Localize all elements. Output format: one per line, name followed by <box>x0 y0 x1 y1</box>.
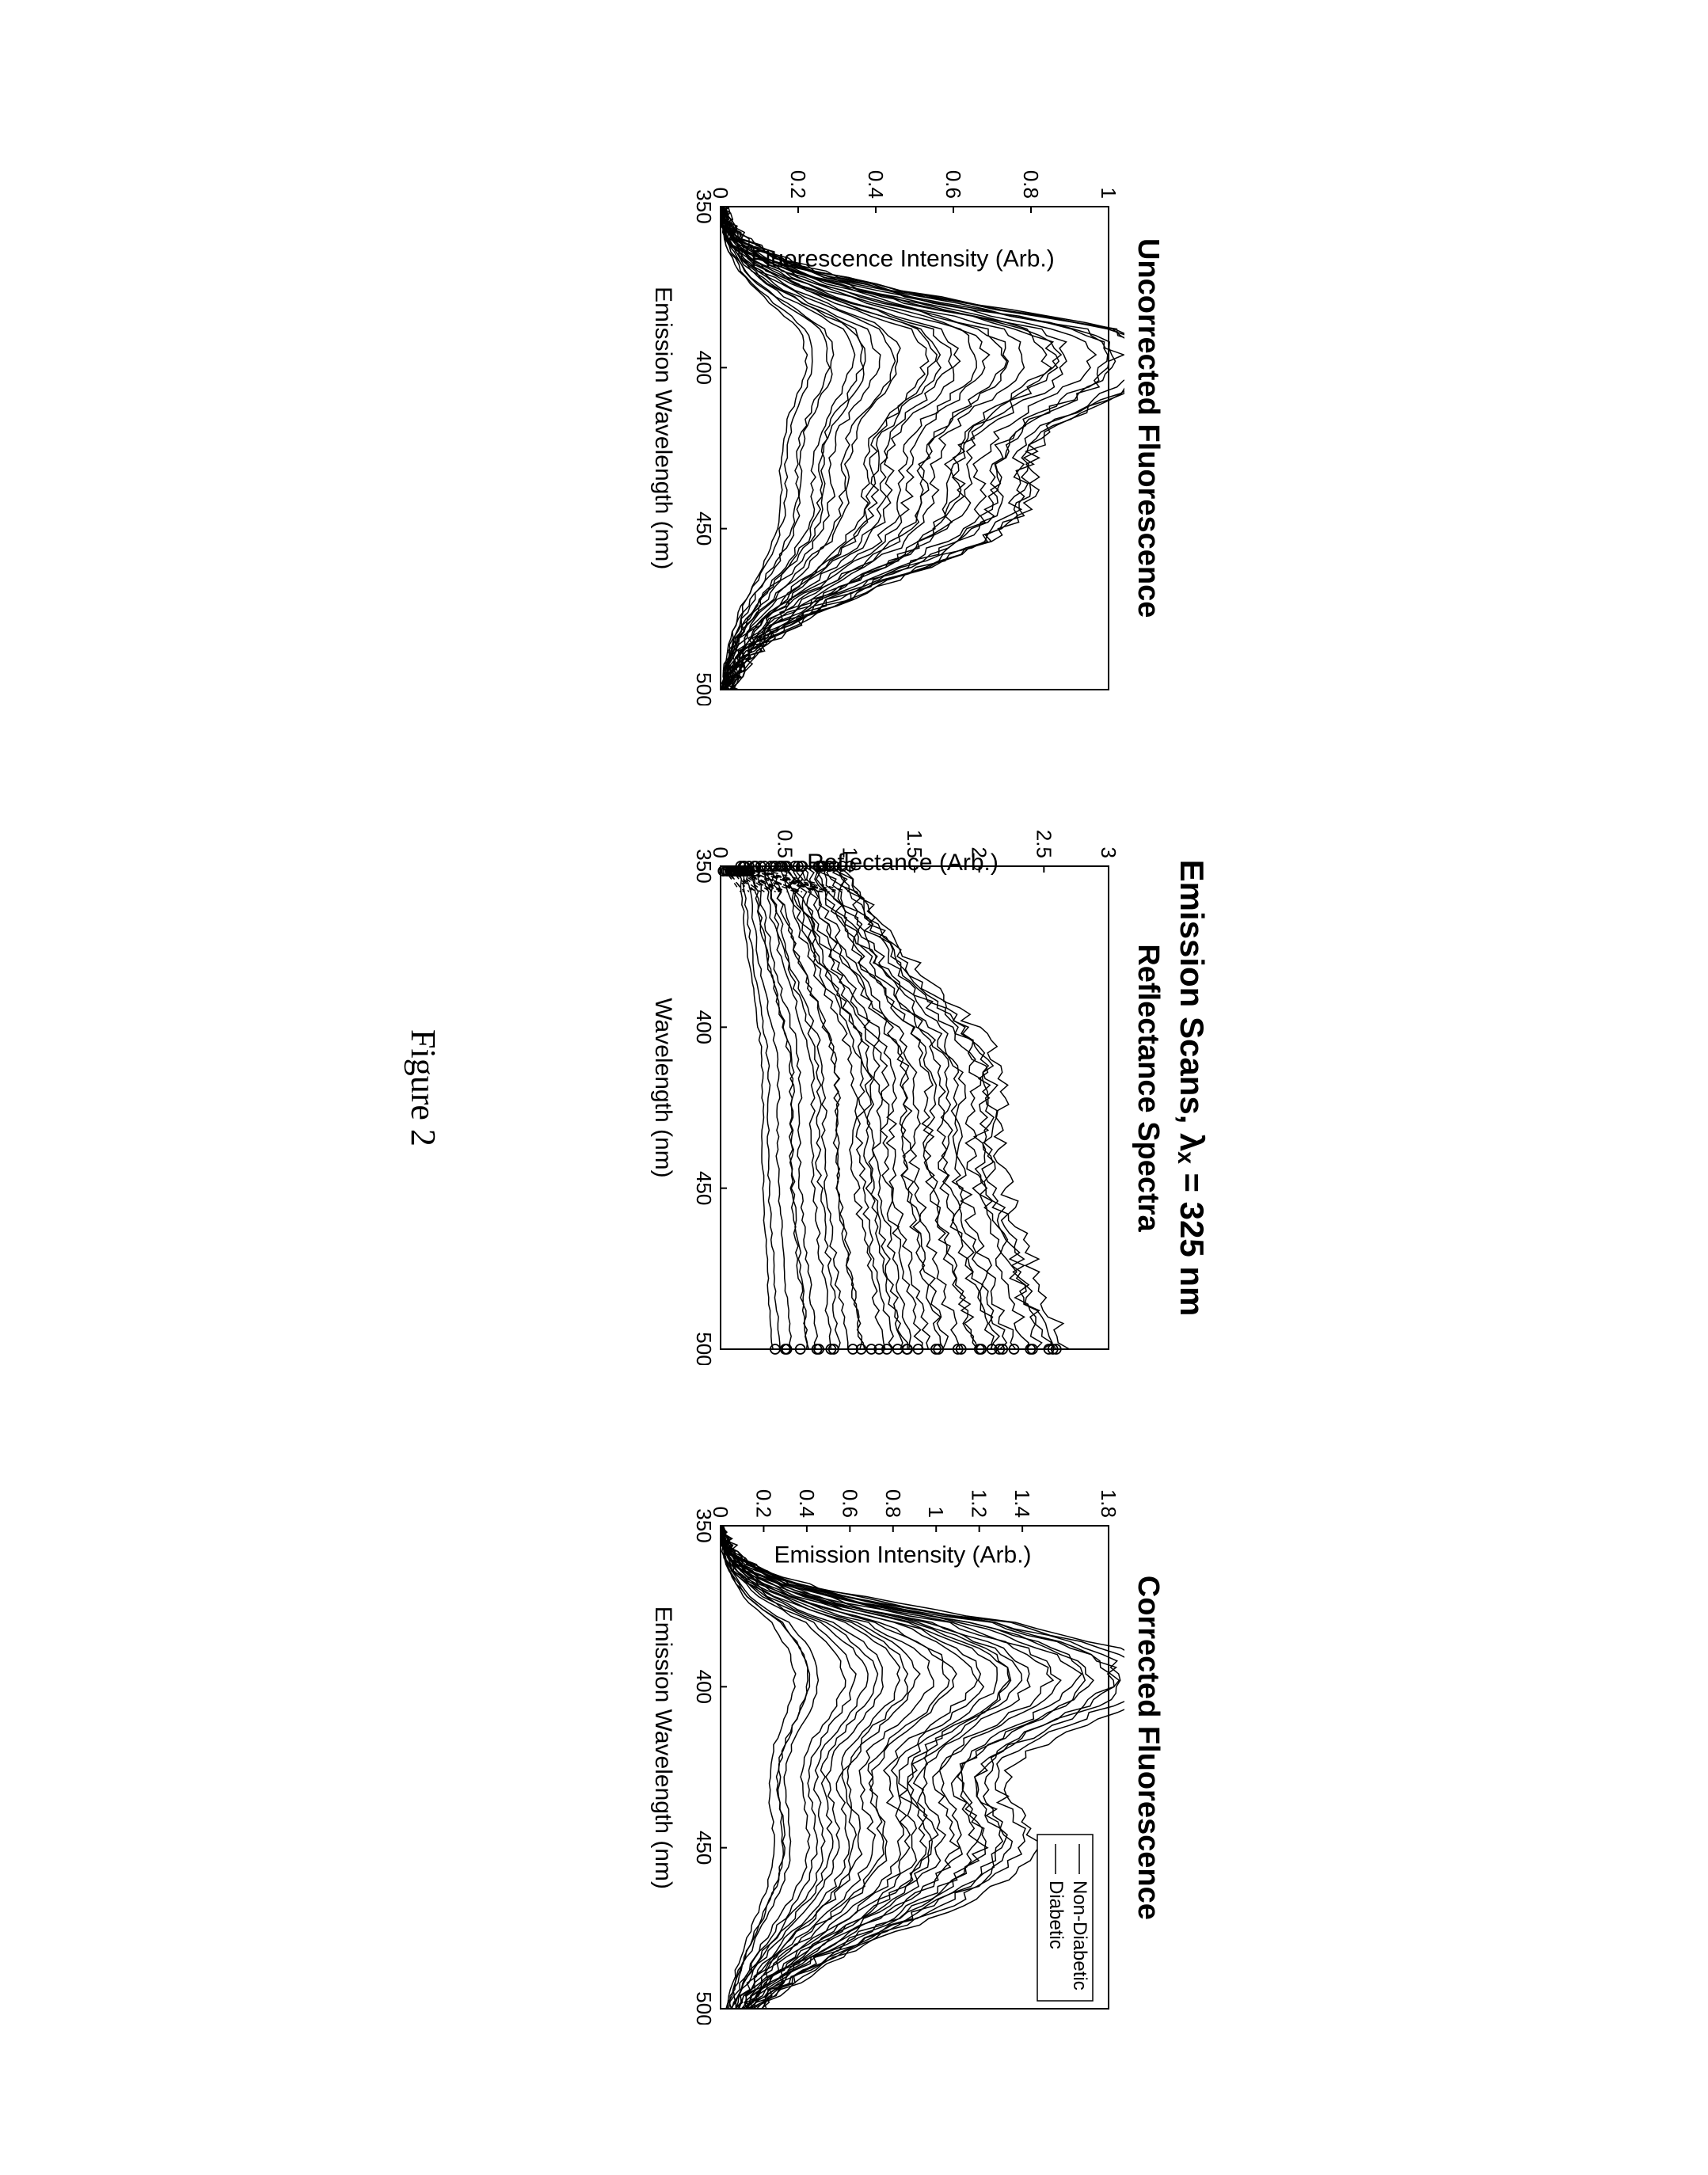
svg-text:0.5: 0.5 <box>773 829 797 857</box>
super-title: Emission Scans, λₓ = 325 nm <box>1173 98 1211 2078</box>
ylabel-1: Fluorescence Intensity (Arb.) <box>751 245 1054 272</box>
svg-text:1.8: 1.8 <box>1097 1489 1120 1518</box>
plot-svg-2: 35040045050000.511.522.53 <box>681 810 1124 1364</box>
panel-title-3: Corrected Fluorescence <box>1131 1575 1165 1919</box>
figure-caption: Figure 2 <box>403 1029 443 1146</box>
svg-text:450: 450 <box>692 511 716 545</box>
panel-title-2: Reflectance Spectra <box>1131 944 1165 1231</box>
svg-text:0: 0 <box>709 846 732 857</box>
plot-box-1: Fluorescence Intensity (Arb.) 3504004505… <box>681 150 1124 705</box>
svg-text:1.4: 1.4 <box>1010 1489 1034 1518</box>
svg-text:0.2: 0.2 <box>786 169 810 198</box>
svg-text:Non-Diabetic: Non-Diabetic <box>1069 1880 1090 1991</box>
panels-row: Uncorrected Fluorescence Fluorescence In… <box>649 98 1165 2078</box>
svg-text:450: 450 <box>692 1170 716 1204</box>
svg-text:500: 500 <box>692 1332 716 1365</box>
svg-text:1.2: 1.2 <box>967 1489 991 1518</box>
plot-box-3: Emission Intensity (Arb.) 35040045050000… <box>681 1470 1124 2025</box>
svg-text:0: 0 <box>709 1506 732 1517</box>
plot-svg-1: 35040045050000.20.40.60.81 <box>681 150 1124 705</box>
figure-wrapper: Emission Scans, λₓ = 325 nm Uncorrected … <box>498 98 1211 2078</box>
ylabel-2: Reflectance (Arb.) <box>807 849 999 876</box>
svg-text:500: 500 <box>692 1991 716 2025</box>
svg-text:0.6: 0.6 <box>941 169 965 198</box>
panel-title-1: Uncorrected Fluorescence <box>1131 238 1165 617</box>
svg-text:Diabetic: Diabetic <box>1045 1880 1067 1949</box>
panel-uncorrected: Uncorrected Fluorescence Fluorescence In… <box>649 150 1165 705</box>
svg-text:450: 450 <box>692 1831 716 1865</box>
panel-reflectance: Reflectance Spectra Reflectance (Arb.) 3… <box>649 810 1165 1364</box>
svg-text:500: 500 <box>692 671 716 705</box>
xlabel-2: Wavelength (nm) <box>649 998 676 1177</box>
svg-text:400: 400 <box>692 350 716 384</box>
svg-text:2.5: 2.5 <box>1032 829 1056 857</box>
svg-text:0.2: 0.2 <box>751 1489 775 1518</box>
svg-text:0: 0 <box>709 187 732 198</box>
svg-text:0.4: 0.4 <box>864 169 888 198</box>
xlabel-3: Emission Wavelength (nm) <box>649 1606 676 1888</box>
svg-text:0.8: 0.8 <box>1019 169 1043 198</box>
xlabel-1: Emission Wavelength (nm) <box>649 286 676 568</box>
svg-text:400: 400 <box>692 1669 716 1703</box>
svg-text:400: 400 <box>692 1010 716 1044</box>
svg-text:1: 1 <box>1097 187 1120 198</box>
svg-text:0.8: 0.8 <box>881 1489 904 1518</box>
svg-text:1: 1 <box>924 1506 948 1517</box>
ylabel-3: Emission Intensity (Arb.) <box>774 1542 1031 1569</box>
svg-text:3: 3 <box>1097 846 1120 857</box>
svg-text:0.6: 0.6 <box>838 1489 862 1518</box>
svg-text:0.4: 0.4 <box>794 1489 818 1518</box>
panel-corrected: Corrected Fluorescence Emission Intensit… <box>649 1470 1165 2025</box>
plot-box-2: Reflectance (Arb.) 35040045050000.511.52… <box>681 810 1124 1364</box>
